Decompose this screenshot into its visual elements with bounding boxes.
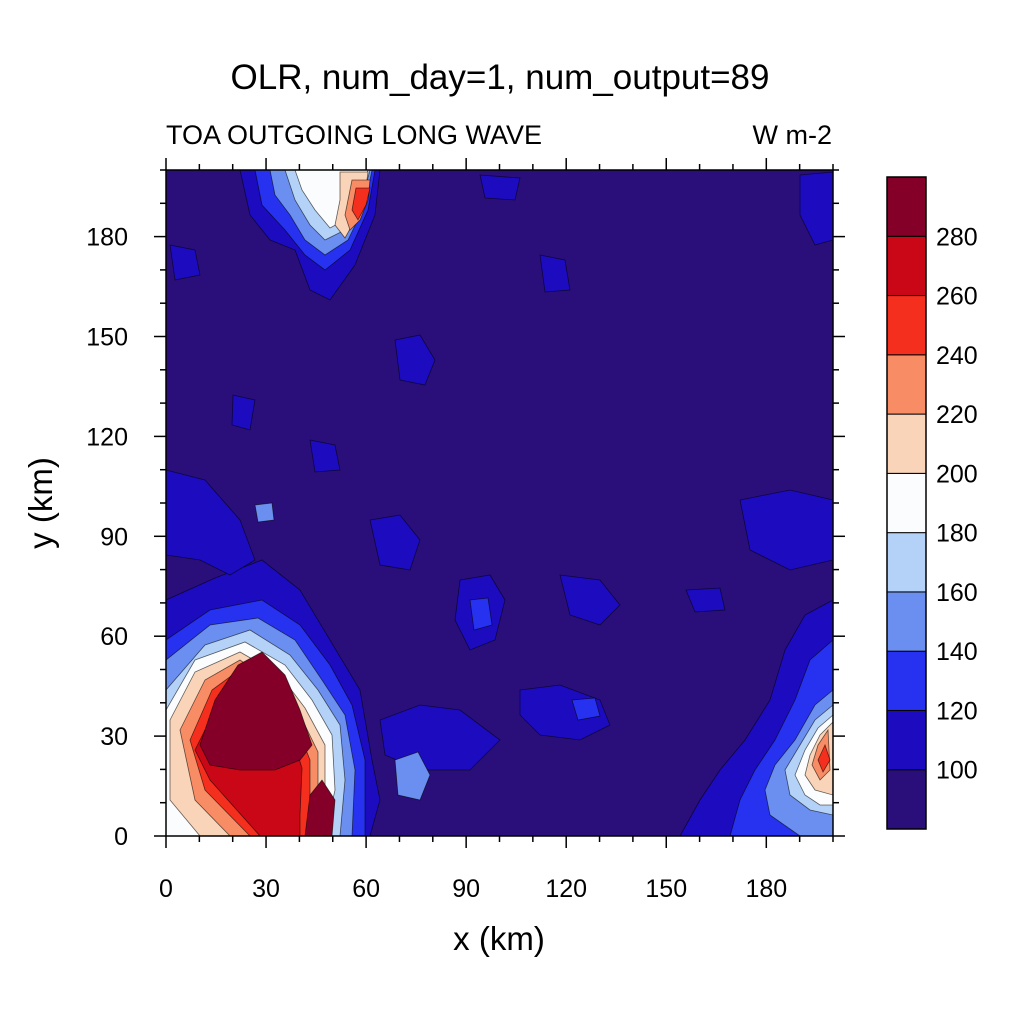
colorbar-segment xyxy=(886,176,927,237)
plot-area xyxy=(165,169,834,837)
x-tick-label: 60 xyxy=(352,875,380,903)
y-tick-label: 90 xyxy=(100,523,128,551)
colorbar-label: 140 xyxy=(936,638,978,666)
colorbar-label: 260 xyxy=(936,283,978,311)
x-tick-label: 30 xyxy=(252,875,280,903)
colorbar-label: 160 xyxy=(936,579,978,607)
y-tick-label: 60 xyxy=(100,623,128,651)
colorbar-segment xyxy=(886,354,927,415)
contour-region xyxy=(479,174,521,201)
contour-region xyxy=(379,704,501,771)
contour-region xyxy=(394,751,431,801)
colorbar: 100 120 140 160 180 200 220 240 260 280 xyxy=(886,176,978,830)
contour-region xyxy=(571,697,601,721)
contour-region xyxy=(254,502,275,523)
x-tick-label: 150 xyxy=(645,875,687,903)
colorbar-label: 180 xyxy=(936,520,978,548)
x-axis: 0 30 60 90 120 150 180 xyxy=(159,158,834,903)
colorbar-frame xyxy=(886,176,927,830)
contour-region xyxy=(559,574,621,626)
contour-region xyxy=(309,439,341,473)
colorbar-segment xyxy=(886,235,927,297)
contour-region xyxy=(169,244,201,281)
y-tick-label: 120 xyxy=(86,423,128,451)
x-axis-label: x (km) xyxy=(453,920,545,957)
contour-fills xyxy=(166,170,833,836)
x-tick-label: 90 xyxy=(452,875,480,903)
contour-region xyxy=(351,187,371,221)
chart-units: W m-2 xyxy=(752,120,832,150)
colorbar-label: 120 xyxy=(936,697,978,725)
contour-region xyxy=(199,651,313,771)
colorbar-label: 240 xyxy=(936,342,978,370)
contour-region xyxy=(739,489,833,571)
y-tick-label: 150 xyxy=(86,324,128,352)
contour-region xyxy=(685,587,726,613)
colorbar-segment xyxy=(886,532,927,593)
contour-region xyxy=(166,469,256,576)
contour-region xyxy=(231,394,256,431)
y-tick-label: 30 xyxy=(100,723,128,751)
colorbar-segment xyxy=(886,769,927,830)
chart-title: OLR, num_day=1, num_output=89 xyxy=(230,58,770,97)
colorbar-segment xyxy=(886,472,927,534)
contour-region xyxy=(369,514,421,571)
colorbar-label: 100 xyxy=(936,757,978,785)
contour-region xyxy=(394,334,436,386)
colorbar-label: 280 xyxy=(936,223,978,251)
colorbar-segment xyxy=(886,650,927,711)
colorbar-segment xyxy=(886,413,927,474)
colorbar-segment xyxy=(886,295,927,356)
colorbar-segment xyxy=(886,591,927,652)
colorbar-label: 200 xyxy=(936,460,978,488)
y-axis: 0 30 60 90 120 150 180 xyxy=(86,169,845,851)
colorbar-segment xyxy=(886,709,927,771)
contour-region xyxy=(539,254,571,293)
y-axis-label: y (km) xyxy=(22,457,59,549)
x-tick-label: 180 xyxy=(745,875,787,903)
x-tick-label: 120 xyxy=(545,875,587,903)
contour-region xyxy=(799,171,833,246)
x-tick-label: 0 xyxy=(159,875,173,903)
chart-left-string: TOA OUTGOING LONG WAVE xyxy=(166,120,543,150)
y-tick-label: 0 xyxy=(114,823,128,851)
contour-region xyxy=(469,597,493,631)
colorbar-label: 220 xyxy=(936,401,978,429)
y-tick-label: 180 xyxy=(86,224,128,252)
contour-region xyxy=(304,779,336,836)
contour-region xyxy=(817,743,831,773)
